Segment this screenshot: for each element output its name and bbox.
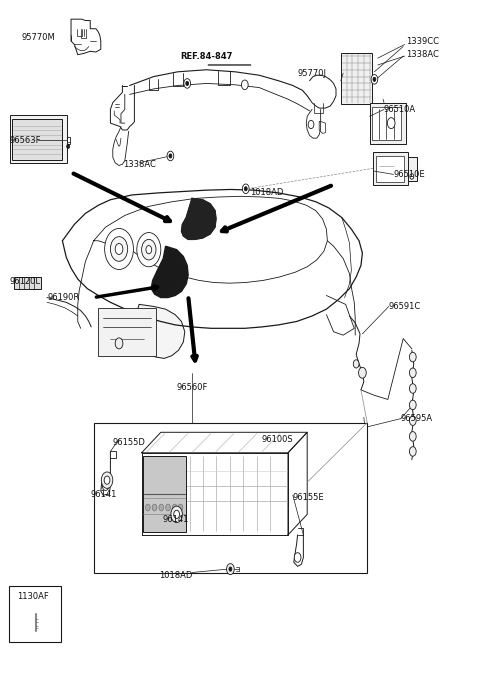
Circle shape — [241, 80, 248, 90]
Text: 95770M: 95770M — [22, 33, 55, 42]
Circle shape — [145, 504, 150, 511]
Text: 1018AD: 1018AD — [158, 571, 192, 581]
Circle shape — [169, 154, 172, 158]
Text: 96190R: 96190R — [48, 293, 80, 302]
Polygon shape — [142, 432, 307, 453]
Circle shape — [359, 367, 366, 378]
Bar — [10, 115, 67, 163]
Circle shape — [142, 239, 156, 260]
Circle shape — [373, 77, 376, 81]
Circle shape — [409, 352, 416, 362]
Bar — [372, 107, 401, 140]
Circle shape — [67, 144, 70, 148]
Text: REF.84-847: REF.84-847 — [180, 51, 233, 61]
Text: 1130AF: 1130AF — [17, 592, 48, 601]
Circle shape — [166, 504, 170, 511]
Circle shape — [101, 472, 113, 488]
Polygon shape — [133, 304, 185, 358]
Circle shape — [242, 184, 249, 194]
Polygon shape — [151, 246, 188, 298]
Circle shape — [409, 368, 416, 378]
Circle shape — [308, 120, 314, 129]
Text: 1338AC: 1338AC — [406, 50, 438, 60]
Bar — [9, 586, 61, 642]
Circle shape — [409, 447, 416, 456]
Circle shape — [227, 564, 234, 575]
Circle shape — [171, 506, 182, 523]
Circle shape — [159, 504, 164, 511]
Circle shape — [409, 416, 416, 425]
Text: 96141: 96141 — [162, 515, 188, 525]
Bar — [12, 119, 62, 160]
Text: 96155D: 96155D — [113, 438, 145, 447]
Circle shape — [184, 79, 191, 88]
Circle shape — [371, 75, 378, 84]
Bar — [373, 152, 408, 185]
Circle shape — [409, 432, 416, 441]
Bar — [98, 308, 156, 356]
Circle shape — [387, 118, 395, 129]
Circle shape — [294, 553, 301, 562]
Text: 1338AC: 1338AC — [123, 159, 156, 169]
Circle shape — [146, 246, 152, 254]
Text: 96595A: 96595A — [401, 414, 433, 423]
Circle shape — [102, 481, 109, 490]
Circle shape — [409, 384, 416, 393]
Text: 95770J: 95770J — [298, 68, 326, 78]
Circle shape — [105, 228, 133, 269]
Bar — [143, 456, 186, 532]
Text: 96141: 96141 — [90, 490, 116, 499]
Text: 96591C: 96591C — [389, 302, 421, 311]
Text: 96155E: 96155E — [293, 493, 324, 503]
Circle shape — [104, 476, 110, 484]
Circle shape — [410, 174, 414, 179]
Circle shape — [244, 187, 247, 191]
Bar — [376, 156, 404, 182]
Circle shape — [172, 504, 177, 511]
Circle shape — [115, 244, 123, 254]
Polygon shape — [288, 432, 307, 535]
Text: 96510E: 96510E — [394, 170, 425, 179]
Bar — [370, 103, 406, 144]
Circle shape — [115, 338, 123, 349]
Text: 96120L: 96120L — [10, 277, 41, 287]
Bar — [94, 423, 367, 573]
Circle shape — [110, 237, 128, 261]
Polygon shape — [142, 453, 288, 535]
Text: 96563F: 96563F — [10, 135, 41, 145]
Circle shape — [137, 233, 161, 267]
Polygon shape — [33, 605, 41, 614]
Polygon shape — [181, 198, 216, 239]
Text: 1339CC: 1339CC — [406, 36, 439, 46]
Circle shape — [152, 504, 157, 511]
Circle shape — [229, 567, 232, 571]
Circle shape — [186, 81, 189, 86]
Text: 96560F: 96560F — [176, 383, 208, 392]
Text: 1018AD: 1018AD — [250, 188, 283, 198]
Bar — [14, 277, 41, 289]
Circle shape — [174, 510, 180, 518]
Bar — [408, 157, 417, 181]
Circle shape — [167, 151, 174, 161]
Circle shape — [409, 400, 416, 410]
Text: 96100S: 96100S — [262, 434, 293, 444]
Text: 96510A: 96510A — [384, 105, 416, 114]
Bar — [341, 53, 372, 104]
Circle shape — [353, 360, 359, 368]
Circle shape — [178, 504, 183, 511]
